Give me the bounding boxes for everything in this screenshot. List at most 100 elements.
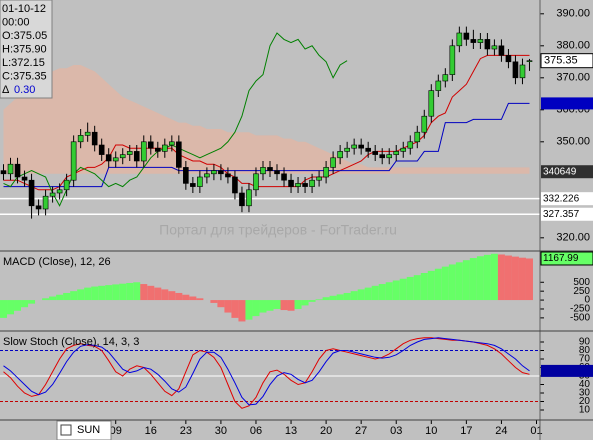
histogram-bar — [259, 300, 267, 313]
candle-body — [526, 60, 533, 62]
last-price-label: 375.35 — [544, 55, 578, 67]
candle-body — [28, 179, 35, 207]
histogram-bar — [0, 300, 8, 318]
histogram-bar — [315, 299, 323, 301]
histogram-bar — [378, 284, 386, 301]
x-tick-label: 01 — [530, 425, 542, 437]
histogram-bar — [217, 300, 225, 308]
last-value-box — [541, 364, 593, 377]
histogram-bar — [455, 262, 463, 301]
candle-body — [98, 144, 105, 155]
x-tick-label: 17 — [460, 425, 472, 437]
histogram-bar — [462, 260, 470, 301]
level-box — [541, 192, 593, 206]
candle-body — [386, 154, 393, 159]
histogram-bar — [126, 282, 134, 301]
candle-body — [302, 183, 308, 187]
candle-body — [105, 154, 112, 162]
histogram-bar — [133, 282, 141, 301]
info-close: C:375.35 — [2, 70, 47, 82]
y-tick-label: 250 — [573, 286, 590, 297]
candle-body — [400, 147, 407, 152]
candle-body — [351, 144, 357, 149]
y-tick-label: -500 — [570, 313, 590, 324]
indicator-line — [3, 54, 530, 191]
histogram-bar — [336, 294, 344, 301]
histogram-bar — [301, 300, 309, 306]
candle-body — [133, 151, 140, 162]
y-tick-label: 30 — [579, 388, 591, 399]
candle-body — [428, 90, 435, 117]
candle-body — [414, 131, 421, 143]
y-tick-label: 70 — [579, 354, 591, 365]
histogram-bar — [294, 300, 302, 309]
candle-body — [484, 39, 491, 50]
candle-body — [407, 141, 414, 149]
candle-body — [309, 179, 315, 187]
histogram-bar — [140, 284, 148, 301]
info-low: L:372.15 — [2, 57, 45, 69]
panel-title: Slow Stoch (Close), 14, 3, 3 — [3, 336, 139, 348]
candle-body — [140, 141, 147, 162]
histogram-bar — [7, 300, 15, 315]
indicator-line — [3, 32, 348, 207]
y-tick-label: 380.00 — [556, 40, 590, 52]
histogram-bar — [511, 256, 519, 301]
info-delta: 0.30 — [14, 84, 35, 96]
candle-body — [372, 151, 378, 155]
histogram-bar — [231, 300, 239, 318]
candle-body — [491, 45, 498, 50]
candle-body — [288, 179, 294, 187]
histogram-bar — [112, 284, 120, 301]
candle-body — [463, 32, 470, 40]
histogram-bar — [343, 292, 351, 301]
y-tick-label: 80 — [579, 345, 591, 356]
info-date: 01-10-12 — [2, 3, 46, 15]
histogram-bar — [252, 300, 260, 317]
histogram-bar — [399, 278, 407, 301]
histogram-bar — [385, 282, 393, 301]
oscillator-line — [3, 337, 530, 406]
histogram-bar — [105, 285, 113, 301]
histogram-bar — [42, 298, 50, 301]
histogram-bar — [490, 253, 498, 301]
candle-body — [183, 167, 189, 184]
last-price-box — [540, 53, 593, 69]
candle-body — [253, 173, 259, 191]
y-tick-label: 390.00 — [556, 8, 590, 20]
y-tick-label: -250 — [570, 304, 590, 315]
candle-body — [505, 55, 512, 63]
candle-body — [260, 167, 266, 175]
candle-body — [14, 163, 21, 178]
histogram-bar — [189, 296, 197, 301]
cloud — [3, 65, 530, 174]
x-tick-label: 20 — [320, 425, 332, 437]
candle-body — [147, 141, 154, 149]
checkbox-box[interactable] — [60, 424, 72, 436]
level-box — [541, 207, 593, 221]
y-tick-label: 500 — [573, 277, 590, 288]
candle-body — [190, 183, 196, 187]
histogram-bar — [469, 258, 477, 301]
y-tick-label: 370.00 — [556, 72, 590, 84]
histogram-bar — [420, 273, 428, 301]
info-time: 00:00 — [2, 16, 30, 28]
x-tick-label: 06 — [250, 425, 262, 437]
x-tick-label: 30 — [215, 425, 227, 437]
histogram-bar — [28, 300, 36, 304]
candle-body — [91, 131, 98, 146]
y-tick-label: 20 — [579, 396, 591, 407]
last-value-box — [540, 251, 593, 266]
histogram-bar — [434, 268, 442, 301]
histogram-bar — [308, 300, 316, 302]
checkbox[interactable]: SUN — [56, 420, 112, 440]
histogram-bar — [322, 297, 330, 301]
candle-body — [470, 39, 477, 43]
candle-body — [358, 144, 364, 149]
candle-body — [204, 173, 210, 178]
histogram-bar — [476, 256, 484, 301]
x-tick-label: 09 — [110, 425, 122, 437]
candle-body — [246, 189, 252, 207]
candle-body — [112, 157, 119, 162]
